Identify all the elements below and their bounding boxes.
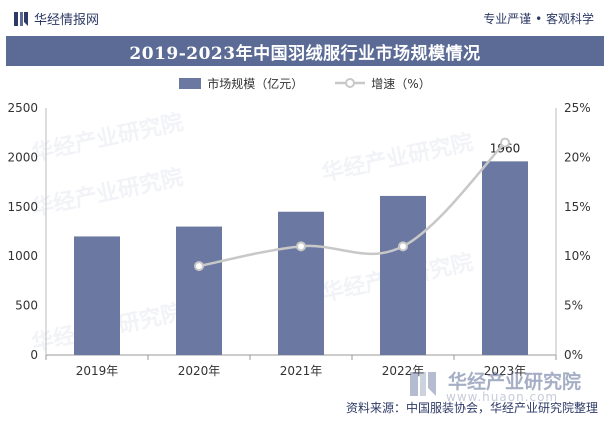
brand[interactable]: 华经情报网 <box>14 9 99 28</box>
legend-bar-label: 市场规模（亿元） <box>207 76 304 91</box>
growth-line <box>198 141 506 268</box>
x-tick-label: 2020年 <box>178 364 221 378</box>
x-tick-label: 2021年 <box>280 364 323 378</box>
x-tick-label: 2022年 <box>382 364 425 378</box>
x-tick-label: 2023年 <box>484 364 527 378</box>
legend-item-line[interactable]: 增速（%） <box>335 75 431 92</box>
source-note: 资料来源：中国服装协会，华经产业研究院整理 <box>345 401 598 415</box>
bar <box>380 195 426 355</box>
growth-point <box>398 241 408 252</box>
brand-logo-icon <box>14 11 28 26</box>
header: 华经情报网 专业严谨 • 客观科学 <box>0 0 610 36</box>
slogan: 专业严谨 • 客观科学 <box>483 12 594 26</box>
y-tick-label-left: 1500 <box>7 200 38 214</box>
y-tick-label-left: 0 <box>30 348 38 362</box>
y-tick-label-left: 500 <box>15 299 38 313</box>
bar <box>278 211 324 355</box>
legend-item-bar[interactable]: 市场规模（亿元） <box>179 75 303 92</box>
growth-point <box>500 137 510 148</box>
watermark-bottom-name: 华经产业研究院 <box>448 371 582 393</box>
bar <box>74 236 120 355</box>
chart-title: 2019-2023年中国羽绒服行业市场规模情况 <box>129 43 481 64</box>
watermark-logo-icon <box>410 372 436 396</box>
y-tick-label-right: 0% <box>564 348 583 362</box>
y-tick-label-right: 5% <box>564 299 583 313</box>
y-tick-label-left: 1000 <box>7 249 38 263</box>
legend: 市场规模（亿元） 增速（%） <box>0 73 610 93</box>
y-tick-label-right: 10% <box>564 249 591 263</box>
growth-point <box>296 241 306 252</box>
y-tick-label-right: 15% <box>564 200 591 214</box>
bar <box>482 161 528 355</box>
title-bar: 2019-2023年中国羽绒服行业市场规模情况 <box>6 36 604 66</box>
brand-name: 华经情报网 <box>34 13 100 28</box>
bar <box>176 226 222 355</box>
y-tick-label-right: 20% <box>564 150 591 164</box>
y-tick-label-left: 2000 <box>7 150 38 164</box>
legend-line-label: 增速（%） <box>371 76 431 91</box>
x-tick-label: 2019年 <box>76 364 119 378</box>
bar-swatch <box>179 77 202 89</box>
growth-point <box>194 261 204 272</box>
line-swatch <box>335 78 366 88</box>
watermark-bottom-url: www.huaon.com <box>446 390 559 404</box>
y-tick-label-left: 2500 <box>7 101 38 115</box>
y-tick-label-right: 25% <box>564 101 591 115</box>
